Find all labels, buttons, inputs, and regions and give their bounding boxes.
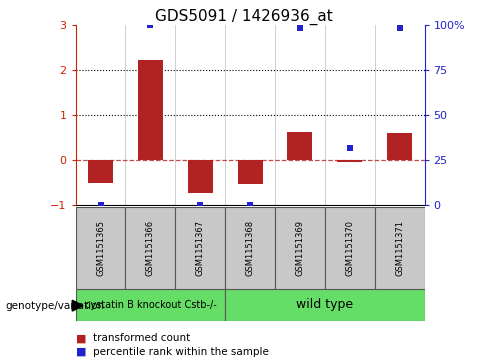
Bar	[238, 160, 263, 184]
Text: GSM1151369: GSM1151369	[295, 220, 305, 276]
Text: GSM1151370: GSM1151370	[346, 220, 354, 276]
FancyBboxPatch shape	[225, 207, 275, 289]
Bar	[337, 160, 362, 162]
Text: GSM1151367: GSM1151367	[196, 220, 205, 276]
Text: cystatin B knockout Cstb-/-: cystatin B knockout Cstb-/-	[84, 300, 216, 310]
FancyBboxPatch shape	[275, 207, 325, 289]
Point	[196, 202, 204, 208]
Text: genotype/variation: genotype/variation	[5, 301, 104, 311]
Text: percentile rank within the sample: percentile rank within the sample	[93, 347, 268, 357]
Text: ■: ■	[76, 347, 86, 357]
FancyBboxPatch shape	[325, 207, 375, 289]
Bar	[287, 132, 312, 160]
FancyBboxPatch shape	[175, 207, 225, 289]
Text: GSM1151365: GSM1151365	[96, 220, 105, 276]
Point	[396, 25, 404, 30]
Point	[146, 23, 154, 28]
Text: GSM1151371: GSM1151371	[395, 220, 404, 276]
Text: transformed count: transformed count	[93, 333, 190, 343]
Point	[296, 25, 304, 30]
Bar	[188, 160, 213, 192]
Point	[346, 145, 354, 151]
FancyBboxPatch shape	[375, 207, 425, 289]
Text: wild type: wild type	[296, 298, 353, 311]
Text: GSM1151366: GSM1151366	[146, 220, 155, 276]
Bar	[88, 160, 113, 183]
Point	[97, 202, 104, 208]
Text: GSM1151368: GSM1151368	[245, 220, 255, 276]
Point	[246, 202, 254, 208]
FancyBboxPatch shape	[225, 289, 425, 321]
Bar	[387, 133, 412, 160]
Polygon shape	[72, 300, 83, 311]
FancyBboxPatch shape	[125, 207, 175, 289]
Text: ■: ■	[76, 333, 86, 343]
FancyBboxPatch shape	[76, 289, 225, 321]
Bar	[138, 61, 163, 160]
FancyBboxPatch shape	[76, 207, 125, 289]
Text: GDS5091 / 1426936_at: GDS5091 / 1426936_at	[155, 9, 333, 25]
